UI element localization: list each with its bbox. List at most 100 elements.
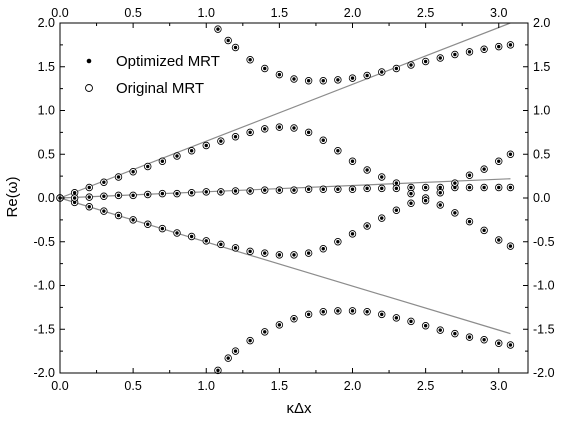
optimized-mrt-point: [263, 188, 267, 192]
optimized-mrt-point: [409, 201, 413, 205]
optimized-mrt-point: [233, 45, 238, 50]
y-tick-label-left: -1.5: [33, 322, 55, 336]
optimized-mrt-point: [306, 312, 311, 317]
y-tick-label-left: 0.0: [38, 191, 55, 205]
x-tick-label-top: 2.0: [344, 6, 361, 20]
optimized-mrt-point: [350, 76, 355, 80]
optimized-mrt-point: [508, 244, 513, 248]
optimized-mrt-point: [175, 154, 179, 158]
optimized-mrt-point: [263, 330, 267, 334]
x-tick-label-bottom: 1.5: [271, 379, 288, 393]
optimized-mrt-point: [116, 213, 121, 218]
optimized-mrt-point: [482, 185, 486, 190]
optimized-mrt-point: [226, 356, 230, 360]
optimized-mrt-point: [365, 186, 369, 191]
optimized-mrt-point: [233, 349, 238, 353]
x-tick-label-bottom: 0.0: [51, 379, 68, 393]
optimized-mrt-point: [131, 218, 135, 222]
x-tick-label-bottom: 0.5: [124, 379, 141, 393]
optimized-mrt-point: [350, 309, 355, 313]
y-tick-label-right: 0.5: [533, 147, 550, 161]
x-tick-label-top: 3.0: [490, 6, 507, 20]
optimized-mrt-point: [508, 343, 513, 347]
optimized-mrt-point: [263, 127, 267, 131]
optimized-mrt-point: [508, 185, 513, 190]
optimized-mrt-point: [438, 328, 442, 332]
optimized-mrt-point: [380, 70, 384, 74]
x-tick-label-top: 1.5: [271, 6, 288, 20]
optimized-mrt-point: [306, 187, 311, 191]
optimized-mrt-point: [380, 186, 384, 191]
optimized-mrt-point: [482, 228, 486, 233]
optimized-mrt-point: [248, 130, 252, 135]
optimized-mrt-point: [204, 239, 208, 243]
optimized-mrt-point: [497, 159, 501, 163]
optimized-mrt-point: [482, 338, 486, 342]
optimized-mrt-point: [277, 72, 282, 77]
optimized-mrt-point: [467, 50, 472, 54]
optimized-mrt-point: [189, 191, 194, 195]
optimized-mrt-point: [102, 209, 106, 213]
optimized-mrt-point: [226, 38, 230, 43]
optimized-mrt-point: [204, 190, 208, 194]
optimized-mrt-point: [380, 312, 384, 317]
data-markers: [56, 25, 515, 375]
optimized-mrt-point: [497, 341, 501, 345]
optimized-mrt-point: [219, 139, 223, 143]
optimized-mrt-point: [350, 159, 355, 163]
optimized-mrt-point: [116, 193, 121, 198]
optimized-mrt-point: [394, 181, 399, 185]
optimized-mrt-point: [321, 79, 325, 83]
optimized-mrt-point: [467, 173, 472, 177]
y-tick-label-left: 1.0: [38, 104, 55, 118]
optimized-mrt-point: [365, 310, 369, 314]
optimized-mrt-point: [160, 191, 165, 196]
optimized-mrt-point: [365, 168, 369, 172]
optimized-mrt-point: [423, 59, 428, 64]
y-tick-label-left: -1.0: [33, 279, 55, 293]
optimized-mrt-point: [219, 242, 223, 247]
optimized-mrt-point: [321, 187, 325, 191]
optimized-mrt-point: [87, 185, 91, 190]
optimized-mrt-point: [321, 310, 325, 314]
y-tick-label-right: 2.0: [533, 16, 550, 30]
optimized-mrt-point: [409, 185, 413, 190]
x-tick-label-top: 0.0: [51, 6, 68, 20]
x-axis-title: κΔx: [286, 400, 312, 417]
y-tick-label-right: -1.0: [533, 279, 555, 293]
y-tick-label-left: -2.0: [33, 366, 55, 380]
y-tick-label-left: -0.5: [33, 235, 55, 249]
optimized-mrt-point: [409, 191, 413, 196]
optimized-mrt-point: [453, 331, 457, 336]
optimized-mrt-point: [409, 319, 413, 324]
optimized-mrt-point: [189, 234, 194, 239]
optimized-mrt-point: [497, 44, 501, 49]
optimized-mrt-point: [365, 224, 369, 228]
y-tick-label-right: -2.0: [533, 366, 555, 380]
optimized-mrt-point: [467, 219, 472, 224]
optimized-mrt-point: [292, 77, 296, 81]
optimized-mrt-point: [292, 317, 296, 321]
optimized-mrt-point: [292, 253, 296, 257]
x-tick-label-bottom: 3.0: [490, 379, 507, 393]
y-axis-title: Re(ω): [4, 177, 21, 218]
optimized-mrt-point: [453, 211, 457, 215]
optimized-mrt-point: [438, 56, 442, 60]
optimized-mrt-point: [336, 149, 340, 153]
optimized-mrt-point: [409, 63, 413, 67]
y-tick-label-left: 1.5: [38, 60, 55, 74]
optimized-mrt-point: [467, 335, 472, 339]
optimized-mrt-point: [189, 149, 194, 153]
optimized-mrt-point: [216, 27, 220, 31]
optimized-mrt-point: [394, 208, 399, 212]
optimized-mrt-point: [204, 143, 208, 148]
x-tick-label-bottom: 1.0: [198, 379, 215, 393]
y-tick-label-right: 0.0: [533, 191, 550, 205]
y-tick-label-right: -1.5: [533, 322, 555, 336]
optimized-mrt-point: [277, 188, 282, 192]
optimized-mrt-point: [292, 126, 296, 130]
optimized-mrt-point: [263, 251, 267, 255]
optimized-mrt-point: [160, 226, 165, 231]
